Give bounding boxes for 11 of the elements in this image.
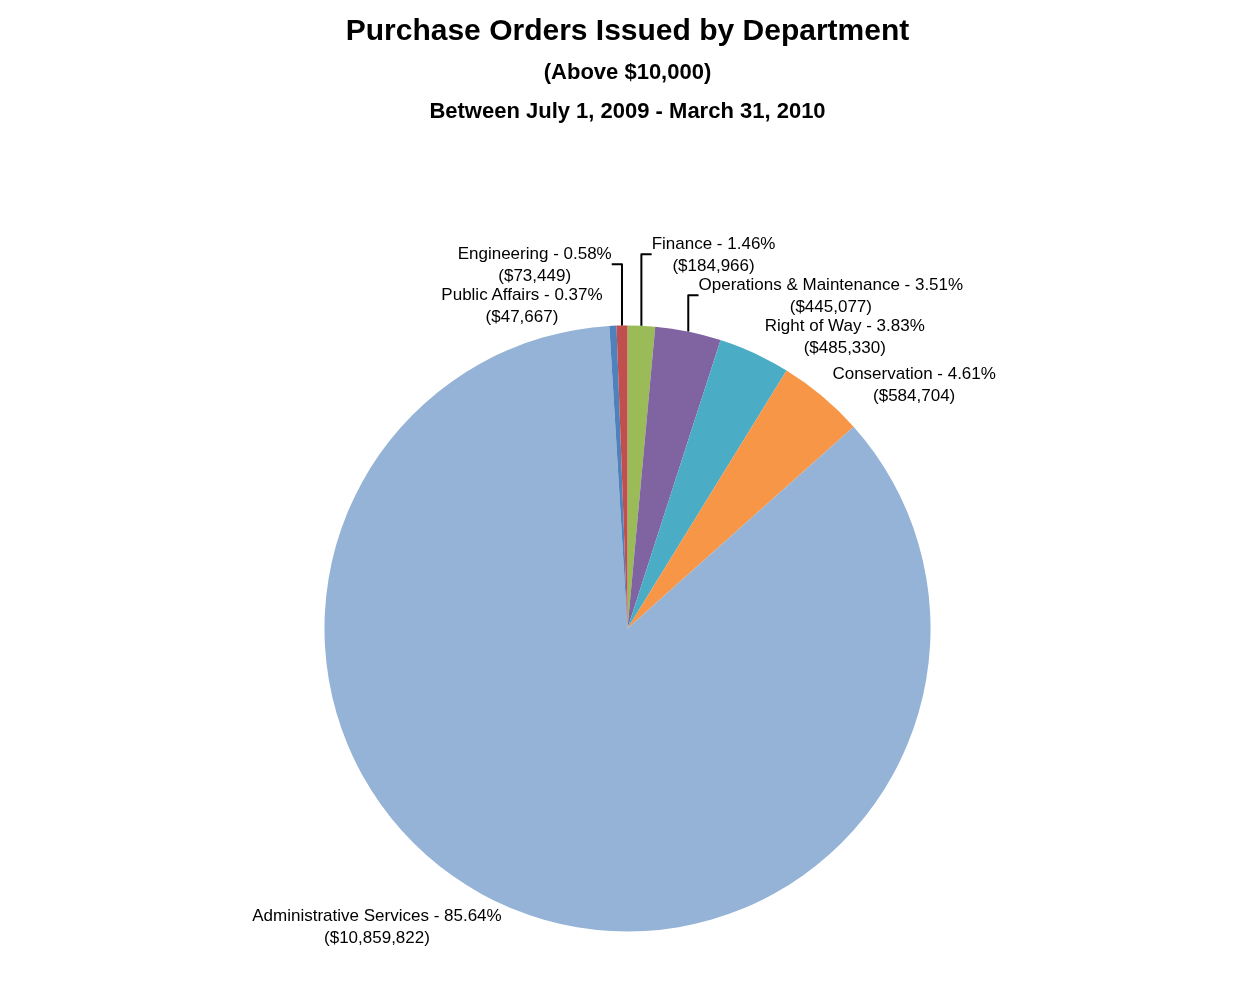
chart-title: Purchase Orders Issued by Department (345, 13, 910, 47)
slice-label: Public Affairs - 0.37% ($47,667) (441, 284, 603, 326)
slice-label: Conservation - 4.61% ($584,704) (832, 363, 996, 405)
pie-slice (627, 340, 787, 629)
slice-label: Right of Way - 3.83% ($485,330) (764, 315, 925, 357)
slice-label: Finance - 1.46% ($184,966) (651, 233, 776, 275)
chart-subtitle: (Above $10,000) Between July 1, 2009 - March 31, 2010 (429, 59, 826, 124)
pie-slice (616, 325, 628, 629)
slice-label: Engineering - 0.58% ($73,449) (457, 243, 612, 285)
slice-label: Administrative Services - 85.64% ($10,859,822) (252, 905, 502, 947)
slice-label: Operations & Maintenance - 3.51% ($445,077) (698, 274, 964, 316)
